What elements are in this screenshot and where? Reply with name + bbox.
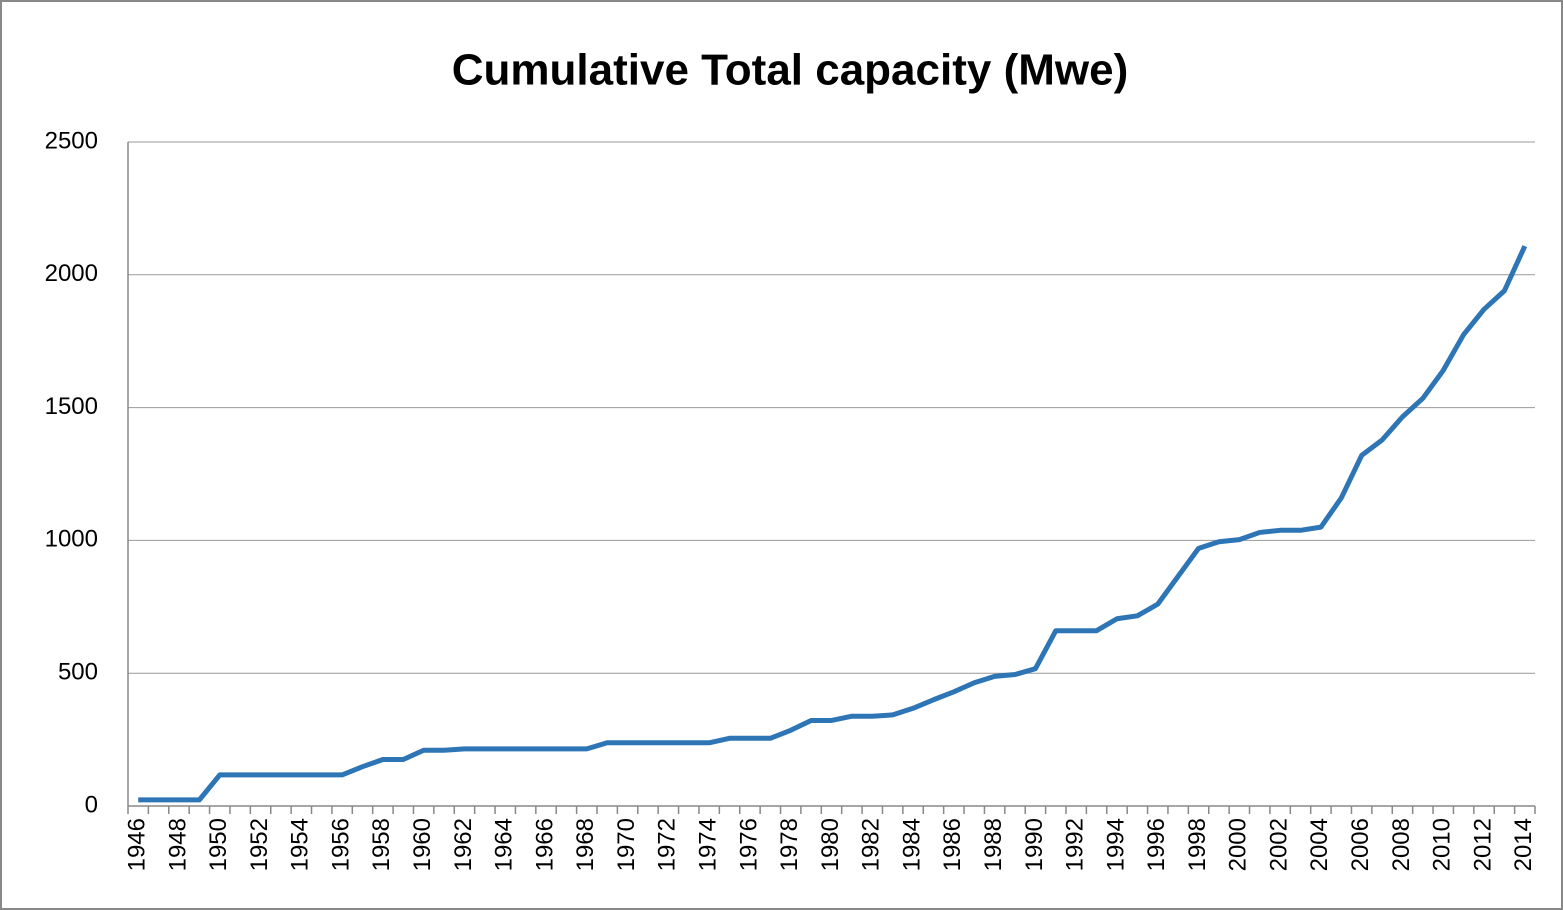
x-tick-label: 1956 xyxy=(327,818,354,871)
x-tick-label: 2004 xyxy=(1306,818,1333,871)
x-tick-label: 1970 xyxy=(613,818,640,871)
line-series xyxy=(138,245,1528,803)
x-tick-label: 1952 xyxy=(246,818,273,871)
y-tick-label: 0 xyxy=(85,791,98,818)
y-tick-label: 2000 xyxy=(45,260,98,287)
x-tick-label: 1996 xyxy=(1143,818,1170,871)
x-tick-label: 2006 xyxy=(1347,818,1374,871)
x-tick-label: 2014 xyxy=(1510,818,1537,871)
x-tick-label: 1962 xyxy=(450,818,477,871)
x-tick-label: 1992 xyxy=(1062,818,1089,871)
x-tick-label: 2012 xyxy=(1469,818,1496,871)
x-tick-label: 1964 xyxy=(491,818,518,871)
x-tick-label: 1976 xyxy=(735,818,762,871)
x-tick-label: 2008 xyxy=(1388,818,1415,871)
y-tick-label: 2500 xyxy=(45,127,98,154)
y-tick-label: 1000 xyxy=(45,526,98,553)
x-tick-label: 1972 xyxy=(654,818,681,871)
x-tick-label: 1950 xyxy=(205,818,232,871)
x-tick-label: 1960 xyxy=(409,818,436,871)
x-tick-label: 1998 xyxy=(1184,818,1211,871)
x-tick-label: 1990 xyxy=(1021,818,1048,871)
x-tick-label: 1948 xyxy=(164,818,191,871)
y-tick-label: 500 xyxy=(58,659,98,686)
x-tick-label: 1988 xyxy=(980,818,1007,871)
x-tick-label: 1994 xyxy=(1102,818,1129,871)
chart-title: Cumulative Total capacity (Mwe) xyxy=(452,46,1128,95)
x-tick-label: 1986 xyxy=(939,818,966,871)
x-tick-label: 1974 xyxy=(694,818,721,871)
x-tick-label: 2010 xyxy=(1429,818,1456,871)
x-tick-label: 1980 xyxy=(817,818,844,871)
x-tick-label: 1966 xyxy=(531,818,558,871)
y-tick-label: 1500 xyxy=(45,393,98,420)
x-tick-label: 2000 xyxy=(1225,818,1252,871)
x-tick-label: 1954 xyxy=(287,818,314,871)
x-tick-label: 2002 xyxy=(1265,818,1292,871)
x-tick-label: 1946 xyxy=(124,818,151,871)
x-tick-label: 1968 xyxy=(572,818,599,871)
x-tick-label: 1982 xyxy=(858,818,885,871)
x-tick-label: 1958 xyxy=(368,818,395,871)
x-tick-label: 1984 xyxy=(898,818,925,871)
x-tick-label: 1978 xyxy=(776,818,803,871)
